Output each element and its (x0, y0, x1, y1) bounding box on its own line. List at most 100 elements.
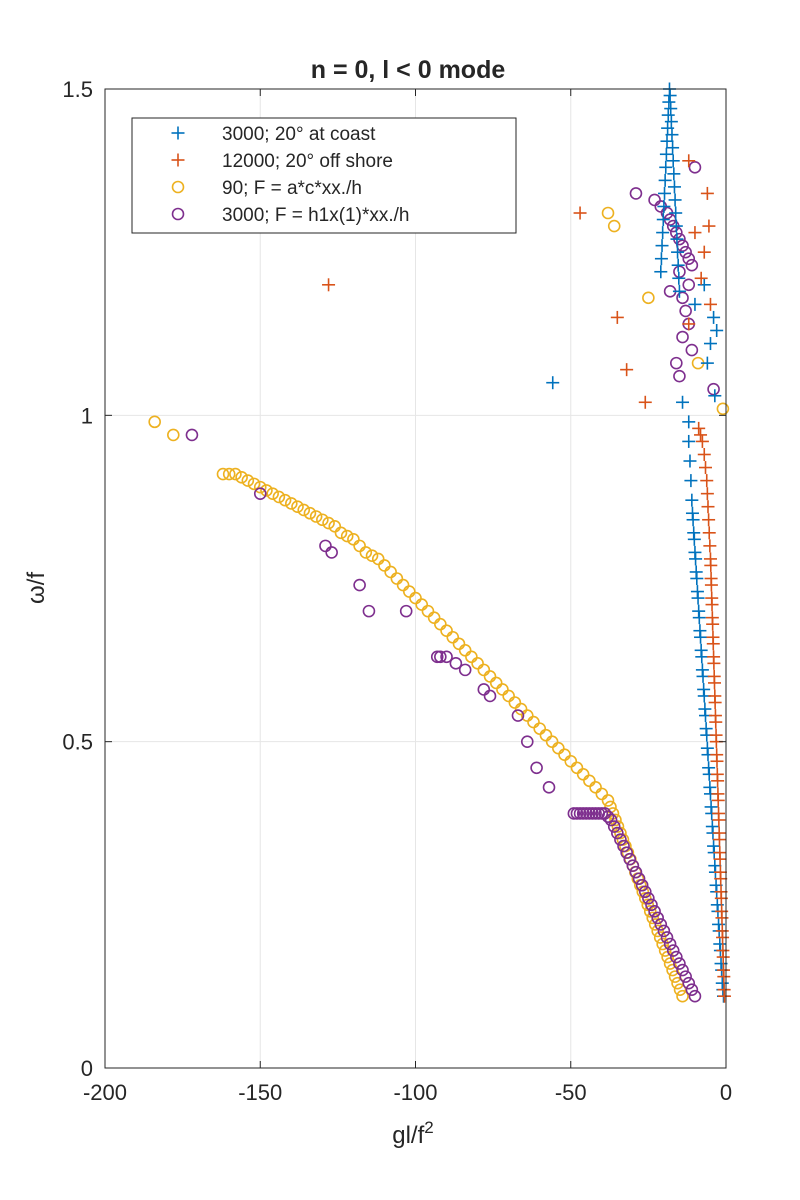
data-point (583, 807, 596, 820)
data-point (654, 265, 668, 279)
data-point (148, 415, 161, 429)
data-point (676, 395, 690, 409)
data-point (711, 787, 725, 801)
data-point (347, 533, 360, 546)
data-point (710, 748, 724, 762)
data-point (704, 800, 718, 814)
data-point (704, 572, 718, 585)
data-point (611, 826, 624, 840)
x-tick-label: -150 (238, 1080, 282, 1105)
data-point (679, 304, 692, 318)
data-point (592, 807, 605, 820)
data-point (661, 121, 675, 135)
data-point (658, 173, 672, 187)
data-point (222, 467, 236, 481)
data-point (707, 382, 720, 396)
data-point (284, 497, 298, 510)
data-point (672, 271, 686, 285)
data-point (697, 245, 711, 259)
data-point (607, 219, 621, 233)
data-point (229, 467, 242, 481)
data-point (673, 369, 686, 383)
y-axis-label: ω/f (23, 572, 50, 604)
data-point (617, 839, 630, 853)
data-point (641, 898, 655, 912)
x-tick-label: -100 (393, 1080, 437, 1105)
data-point (697, 682, 711, 696)
data-point (715, 924, 729, 938)
data-point (702, 219, 716, 233)
data-point (665, 128, 679, 142)
data-point (695, 663, 709, 677)
legend-entry: 3000; F = h1x(1)*xx./h (171, 205, 409, 226)
data-point (695, 434, 709, 448)
data-point (664, 115, 678, 129)
data-point (399, 604, 413, 618)
data-point (576, 807, 590, 820)
data-point (709, 728, 723, 742)
data-point (653, 931, 667, 944)
data-point (698, 702, 712, 716)
data-point (702, 526, 716, 540)
data-point (291, 500, 304, 514)
data-point (670, 950, 683, 964)
data-point (440, 650, 453, 664)
data-point (642, 291, 655, 305)
data-point (659, 147, 673, 161)
data-point (316, 513, 329, 527)
legend-marker (171, 153, 185, 167)
data-point (700, 474, 714, 488)
data-point (661, 108, 675, 122)
data-point (530, 761, 543, 775)
series-2 (322, 154, 731, 1003)
data-point (697, 278, 711, 292)
legend-entry: 3000; 20° at coast (171, 124, 376, 145)
data-point (542, 781, 556, 794)
data-point (699, 461, 713, 475)
data-point (708, 709, 722, 723)
x-axis-label-base: gl/f (392, 1122, 424, 1149)
x-tick-label: 0 (720, 1080, 732, 1105)
data-point (710, 767, 724, 781)
legend-label: 12000; 20° off shore (222, 151, 393, 172)
legend-entry: 90; F = a*c*xx./h (171, 178, 362, 199)
data-point (657, 924, 671, 938)
data-point (717, 983, 731, 997)
data-point (716, 402, 730, 416)
data-point (656, 226, 670, 240)
data-point (684, 474, 698, 488)
data-point (694, 428, 708, 442)
data-point (666, 963, 679, 977)
data-point (654, 918, 668, 931)
data-point (703, 552, 717, 566)
data-point (714, 885, 728, 899)
data-point (598, 807, 612, 820)
data-point (703, 780, 717, 794)
data-point (638, 885, 652, 899)
data-point (340, 529, 354, 543)
y-tick-label: 1 (81, 403, 93, 428)
data-point (682, 278, 696, 292)
data-point (671, 245, 685, 259)
data-point (712, 806, 726, 820)
data-point (365, 549, 379, 562)
data-point (685, 983, 699, 996)
data-point (303, 506, 317, 520)
x-tick-label: -200 (83, 1080, 127, 1105)
data-point (685, 258, 699, 272)
data-point (669, 206, 683, 220)
data-point (610, 310, 624, 324)
data-point (682, 415, 696, 429)
data-point (216, 467, 230, 481)
data-point (703, 297, 717, 311)
legend-label: 90; F = a*c*xx./h (222, 178, 362, 199)
data-point (676, 291, 689, 305)
data-point (520, 735, 534, 748)
x-axis-label-superscript: 2 (424, 1118, 433, 1137)
data-point (676, 989, 689, 1003)
data-point (669, 219, 683, 233)
data-point (700, 186, 714, 200)
data-point (573, 807, 587, 820)
data-point (449, 657, 463, 670)
